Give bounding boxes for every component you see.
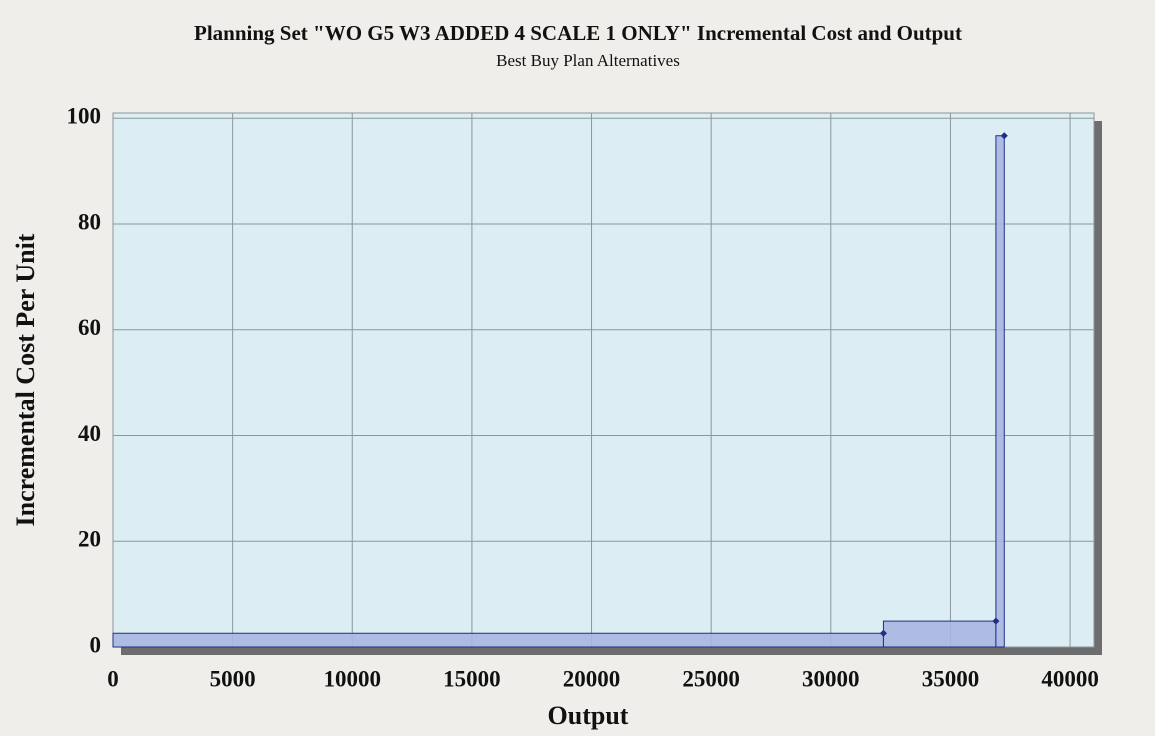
x-tick-label: 20000 [563, 666, 621, 691]
y-tick-label: 80 [78, 209, 101, 234]
bar [882, 620, 997, 648]
y-tick-label: 40 [78, 421, 101, 446]
x-tick-label: 25000 [682, 666, 740, 691]
plot-area [112, 112, 1095, 648]
point-marker [992, 617, 1000, 625]
x-tick-label: 40000 [1041, 666, 1099, 691]
y-tick-label: 20 [78, 527, 101, 552]
x-axis-label: Output [548, 701, 629, 730]
point-marker [879, 629, 887, 637]
bar [112, 632, 884, 648]
chart-subtitle: Best Buy Plan Alternatives [496, 51, 680, 70]
x-tick-label: 35000 [922, 666, 980, 691]
y-axis-label: Incremental Cost Per Unit [11, 233, 40, 526]
y-tick-label: 100 [67, 104, 102, 129]
point-marker [1000, 132, 1008, 140]
chart-title: Planning Set "WO G5 W3 ADDED 4 SCALE 1 O… [194, 21, 962, 45]
x-tick-label: 0 [107, 666, 119, 691]
x-tick-label: 10000 [324, 666, 382, 691]
x-tick-label: 5000 [210, 666, 256, 691]
x-tick-label: 15000 [443, 666, 501, 691]
y-tick-label: 0 [90, 632, 102, 657]
x-tick-label: 30000 [802, 666, 860, 691]
bar [995, 135, 1005, 648]
y-tick-label: 60 [78, 315, 101, 340]
